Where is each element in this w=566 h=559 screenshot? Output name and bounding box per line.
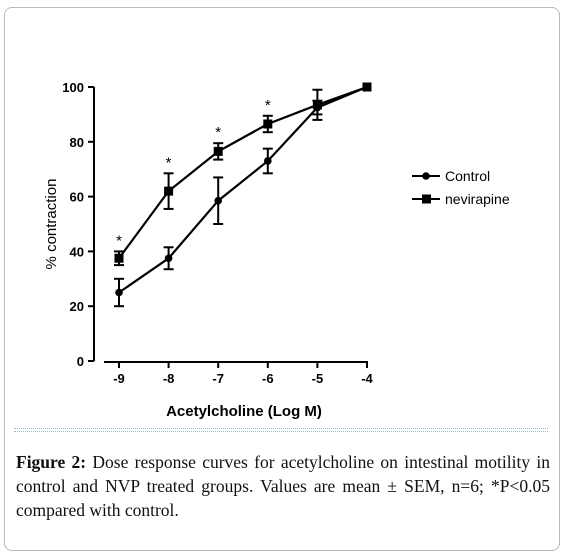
significance-mark: * — [166, 154, 172, 171]
caption-text: Dose response curves for acetylcholine o… — [16, 452, 550, 520]
series-line-control — [118, 85, 368, 294]
data-point-nevirapine — [362, 82, 372, 92]
y-tick-label: 20 — [70, 299, 84, 314]
x-axis-label: Acetylcholine (Log M) — [166, 403, 322, 420]
x-tick-label: -5 — [312, 371, 324, 386]
legend-label-nevirapine: nevirapine — [445, 191, 510, 207]
y-tick-label: 0 — [77, 354, 84, 369]
y-tick-label: 100 — [62, 80, 84, 95]
caption-divider — [14, 428, 548, 429]
x-tick-label: -8 — [163, 371, 175, 386]
x-tick-label: -7 — [212, 371, 224, 386]
significance-mark: * — [215, 124, 221, 141]
y-tick-label: 80 — [70, 135, 84, 150]
data-point-nevirapine — [312, 100, 322, 110]
data-point-nevirapine — [213, 146, 223, 156]
data-point-nevirapine — [114, 253, 124, 263]
figure-frame — [4, 7, 560, 551]
legend-marker-square — [422, 194, 431, 204]
legend-label-control: Control — [445, 168, 490, 184]
y-tick-label: 60 — [70, 190, 84, 205]
y-axis-label: % contraction — [43, 179, 60, 270]
data-point-nevirapine — [263, 119, 273, 129]
caption-label: Figure 2: — [16, 452, 87, 472]
legend-marker-circle — [422, 172, 430, 180]
series-line-nevirapine — [118, 85, 368, 259]
significance-mark: * — [116, 232, 122, 249]
x-tick-label: -9 — [113, 371, 125, 386]
dose-response-chart: 0 20 40 60 80 100 -9 -8 -7 -6 -5 -4 * * * * Control nev… — [43, 80, 510, 420]
chart-series: * * * * — [114, 82, 372, 308]
significance-mark: * — [265, 97, 271, 114]
data-point-control — [264, 157, 272, 165]
chart-legend: Control nevirapine — [412, 168, 510, 207]
data-point-control — [115, 288, 123, 297]
data-point-control — [214, 196, 222, 205]
chart-axes: 0 20 40 60 80 100 -9 -8 -7 -6 -5 -4 — [62, 80, 373, 386]
data-point-control — [164, 254, 173, 263]
figure-caption: Figure 2: Dose response curves for acety… — [16, 450, 550, 522]
y-tick-label: 40 — [70, 244, 84, 259]
data-point-nevirapine — [164, 186, 174, 196]
x-tick-label: -4 — [361, 371, 373, 386]
caption-divider-2 — [14, 431, 548, 432]
x-tick-label: -6 — [262, 371, 274, 386]
